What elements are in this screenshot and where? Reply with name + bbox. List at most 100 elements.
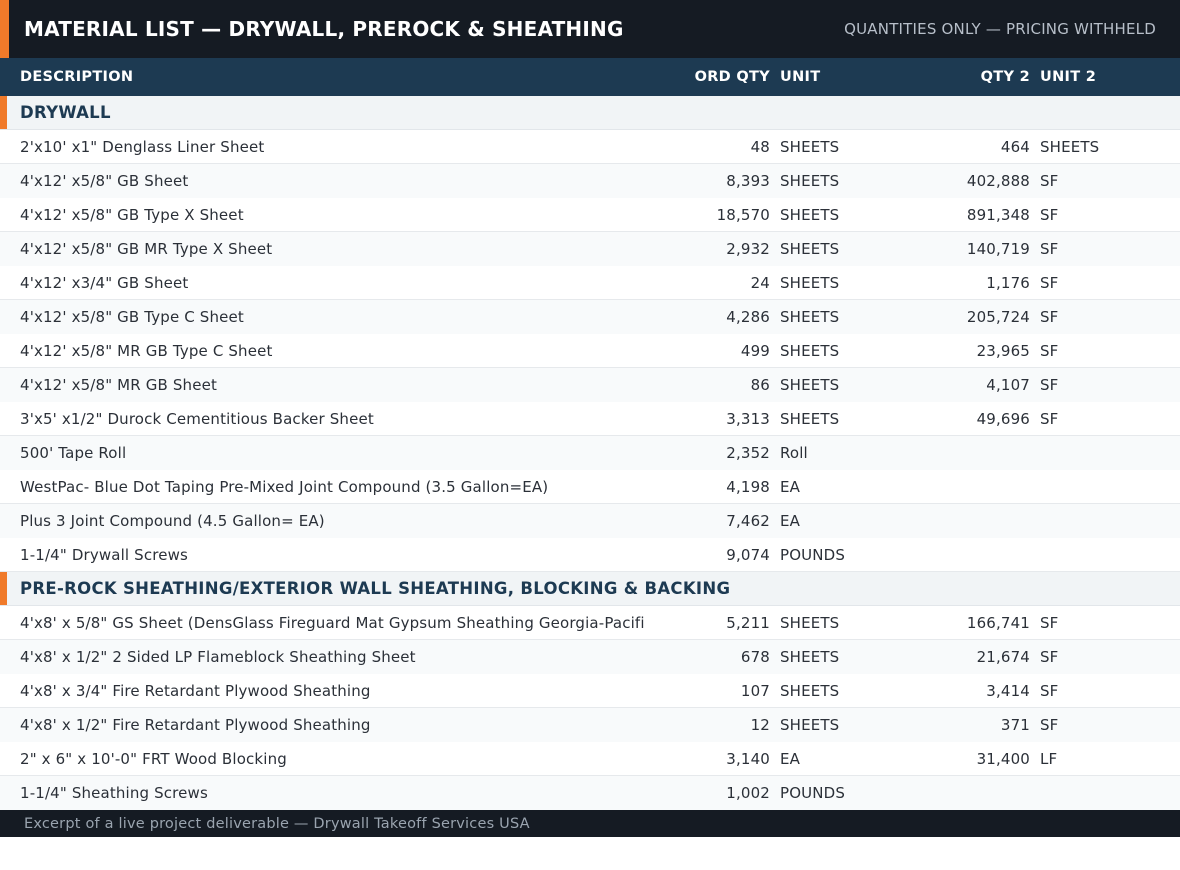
table-row: 4'x12' x5/8" MR GB Sheet 86 SHEETS 4,107 SF	[0, 368, 1180, 402]
cell-description: 3'x5' x1/2" Durock Cementitious Backer S…	[20, 409, 374, 428]
cell-unit: SHEETS	[780, 341, 840, 360]
table-row: 4'x12' x5/8" GB MR Type X Sheet 2,932 SHEE…	[0, 232, 1180, 266]
cell-description: WestPac- Blue Dot Taping Pre-Mixed Joint…	[20, 477, 549, 496]
cell-unit2: SF	[1040, 205, 1059, 224]
cell-ord-qty: 12	[750, 716, 770, 734]
column-header-qty2: QTY 2	[980, 69, 1030, 85]
cell-description: 2'x10' x1" Denglass Liner Sheet	[20, 137, 265, 156]
column-header-description: DESCRIPTION	[20, 69, 134, 85]
cell-ord-qty: 2,932	[726, 240, 770, 258]
cell-ord-qty: 18,570	[716, 205, 770, 224]
cell-ord-qty: 86	[750, 376, 770, 394]
cell-unit2: SF	[1040, 409, 1059, 428]
cell-description: 4'x8' x 1/2" Fire Retardant Plywood Shea…	[20, 716, 371, 734]
cell-ord-qty: 9,074	[726, 545, 770, 564]
cell-description: 4'x12' x5/8" GB Sheet	[20, 172, 189, 190]
cell-unit: SHEETS	[780, 205, 840, 224]
cell-description: 4'x12' x5/8" GB MR Type X Sheet	[20, 240, 273, 258]
cell-unit2: SF	[1040, 681, 1059, 700]
cell-ord-qty: 3,313	[726, 409, 770, 428]
cell-unit: SHEETS	[780, 240, 840, 258]
cell-unit2: SF	[1040, 240, 1059, 258]
cell-qty2: 31,400	[976, 749, 1030, 768]
cell-ord-qty: 8,393	[726, 172, 770, 190]
table-row: 4'x12' x3/4" GB Sheet 24 SHEETS 1,176 SF	[0, 266, 1180, 300]
cell-description: 4'x12' x5/8" MR GB Type C Sheet	[20, 341, 273, 360]
cell-ord-qty: 7,462	[726, 512, 770, 530]
cell-qty2: 23,965	[976, 341, 1030, 360]
cell-ord-qty: 24	[750, 273, 770, 292]
cell-description: 4'x12' x5/8" GB Type X Sheet	[20, 205, 244, 224]
cell-unit2: SF	[1040, 341, 1059, 360]
header-accent-bar	[0, 0, 9, 58]
cell-description: 500' Tape Roll	[20, 444, 127, 462]
cell-unit2: SF	[1040, 613, 1059, 632]
cell-ord-qty: 1,002	[726, 784, 770, 802]
cell-qty2: 140,719	[966, 240, 1030, 258]
cell-description: 1-1/4" Drywall Screws	[20, 545, 188, 564]
cell-qty2: 891,348	[966, 205, 1030, 224]
table-row: 1-1/4" Sheathing Screws 1,002 POUNDS	[0, 776, 1180, 810]
cell-unit: EA	[780, 477, 801, 496]
cell-unit2: SF	[1040, 716, 1059, 734]
cell-unit: SHEETS	[780, 273, 840, 292]
cell-unit: SHEETS	[780, 716, 840, 734]
table-row: 4'x8' x 1/2" 2 Sided LP Flameblock Sheat…	[0, 640, 1180, 674]
cell-qty2: 1,176	[986, 273, 1030, 292]
cell-ord-qty: 499	[740, 341, 770, 360]
column-header-unit2: UNIT 2	[1040, 69, 1097, 85]
cell-unit2: SF	[1040, 376, 1059, 394]
cell-ord-qty: 4,286	[726, 308, 770, 326]
cell-unit: SHEETS	[780, 681, 840, 700]
column-header-unit: UNIT	[780, 69, 821, 85]
column-header-row: DESCRIPTION ORD QTY UNIT QTY 2 UNIT 2	[0, 58, 1180, 96]
cell-unit2: SF	[1040, 172, 1059, 190]
cell-unit2: SF	[1040, 273, 1059, 292]
cell-unit: SHEETS	[780, 648, 840, 666]
section-header: PRE-ROCK SHEATHING/EXTERIOR WALL SHEATHI…	[0, 572, 1180, 606]
table-row: 3'x5' x1/2" Durock Cementitious Backer S…	[0, 402, 1180, 436]
table-row: 4'x12' x5/8" MR GB Type C Sheet 499 SHEETS…	[0, 334, 1180, 368]
cell-unit2: SF	[1040, 308, 1059, 326]
cell-ord-qty: 678	[740, 648, 770, 666]
cell-qty2: 464	[1000, 137, 1030, 156]
cell-unit: EA	[780, 749, 801, 768]
footer-text: Excerpt of a live project deliverable — …	[24, 815, 530, 832]
document-footer: Excerpt of a live project deliverable — …	[0, 810, 1180, 837]
cell-unit: SHEETS	[780, 613, 840, 632]
cell-unit: SHEETS	[780, 172, 840, 190]
table-row: 2'x10' x1" Denglass Liner Sheet 48 SHEETS 4…	[0, 130, 1180, 164]
cell-description: 1-1/4" Sheathing Screws	[20, 784, 208, 802]
document-title: MATERIAL LIST — DRYWALL, PREROCK & SHEAT…	[24, 17, 624, 41]
table-row: 4'x12' x5/8" GB Type X Sheet 18,570 SHEETS…	[0, 198, 1180, 232]
cell-ord-qty: 4,198	[726, 477, 770, 496]
cell-description: 4'x8' x 3/4" Fire Retardant Plywood Shea…	[20, 681, 371, 700]
cell-unit: SHEETS	[780, 308, 840, 326]
cell-qty2: 49,696	[976, 409, 1030, 428]
cell-unit: SHEETS	[780, 376, 840, 394]
cell-description: Plus 3 Joint Compound (4.5 Gallon= EA)	[20, 512, 325, 530]
section-title: DRYWALL	[20, 103, 111, 122]
cell-unit: EA	[780, 512, 801, 530]
column-header-ord-qty: ORD QTY	[694, 69, 770, 85]
table-row: 4'x8' x 1/2" Fire Retardant Plywood Shea…	[0, 708, 1180, 742]
cell-ord-qty: 107	[740, 681, 770, 700]
table-row: 2" x 6" x 10'-0" FRT Wood Blocking 3,140 E…	[0, 742, 1180, 776]
document-subtitle: QUANTITIES ONLY — PRICING WITHHELD	[844, 20, 1156, 38]
table-row: 4'x12' x5/8" GB Type C Sheet 4,286 SHEETS 2…	[0, 300, 1180, 334]
table-row: 1-1/4" Drywall Screws 9,074 POUNDS	[0, 538, 1180, 572]
cell-description: 4'x12' x5/8" GB Type C Sheet	[20, 308, 244, 326]
table-row: 4'x12' x5/8" GB Sheet 8,393 SHEETS 402,888 S…	[0, 164, 1180, 198]
section-title: PRE-ROCK SHEATHING/EXTERIOR WALL SHEATHI…	[20, 579, 731, 598]
cell-ord-qty: 2,352	[726, 444, 770, 462]
table-row: 4'x8' x 3/4" Fire Retardant Plywood Shea…	[0, 674, 1180, 708]
cell-qty2: 3,414	[986, 681, 1030, 700]
cell-unit2: SHEETS	[1040, 137, 1100, 156]
table-row: Plus 3 Joint Compound (4.5 Gallon= EA) 7,…	[0, 504, 1180, 538]
material-table-body: DRYWALL 2'x10' x1" Denglass Liner Sheet 48…	[0, 96, 1180, 810]
cell-unit: Roll	[780, 444, 808, 462]
cell-ord-qty: 48	[750, 137, 770, 156]
cell-unit: POUNDS	[780, 545, 846, 564]
cell-description: 4'x8' x 1/2" 2 Sided LP Flameblock Sheat…	[20, 648, 416, 666]
section-header: DRYWALL	[0, 96, 1180, 130]
